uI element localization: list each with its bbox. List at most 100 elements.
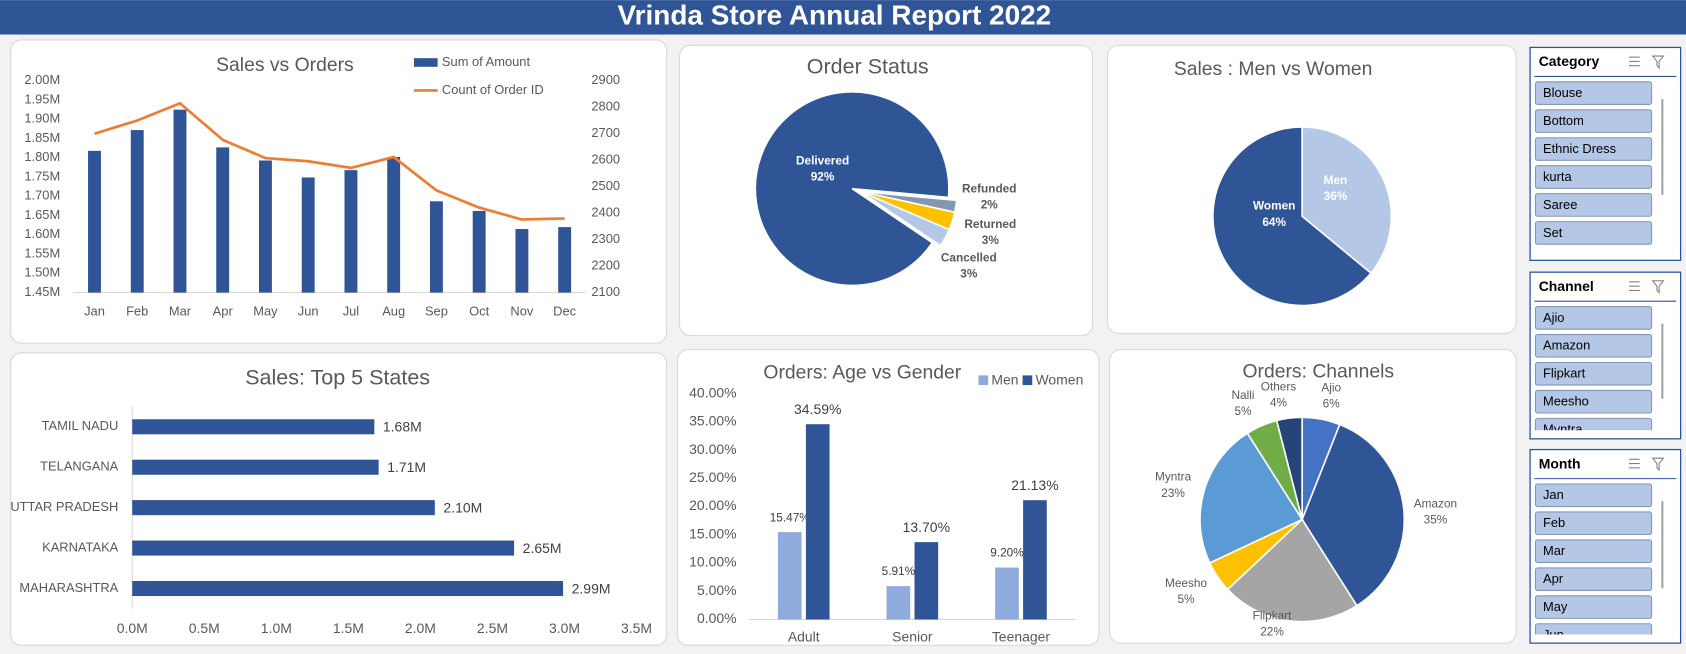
y-tick-label: MAHARASHTRA [19,580,118,595]
y-tick-label: 1.50M [24,265,60,280]
y-tick-label: 1.60M [24,226,60,241]
multi-select-button[interactable] [1629,56,1640,67]
slicer-item-label[interactable]: Apr [1543,571,1564,586]
slicer-item[interactable] [1534,623,1653,647]
x-tick-label: Teenager [992,628,1051,644]
legend-label: Men [991,371,1018,387]
y-tick-label: 20.00% [689,497,736,513]
y-tick-label: 2.00M [24,72,60,87]
y-tick-label: 1.95M [24,91,60,106]
slicer-item[interactable] [1534,81,1653,105]
bar [558,227,572,293]
multi-select-button[interactable] [1629,458,1640,469]
slice-label: Cancelled [941,250,997,264]
x-tick-label: May [253,303,278,318]
slicer-scrollbar[interactable] [1661,501,1664,589]
slicer-item[interactable] [1534,511,1653,536]
slice-value-label: 6% [1323,397,1341,411]
slicer-item[interactable] [1534,389,1653,414]
x-tick-label: Adult [788,628,820,644]
slicer-item[interactable] [1534,109,1653,133]
slicer-item-label[interactable]: Flipkart [1543,366,1586,381]
bar [886,586,911,620]
slicer-item[interactable] [1534,333,1653,358]
chart-panel [10,39,668,344]
slicer-scrollbar[interactable] [1661,99,1664,195]
y-tick-label: TAMIL NADU [42,418,119,433]
slice-label: Amazon [1414,497,1457,511]
pie-slice [1301,423,1406,607]
value-label: 5.91% [882,564,916,578]
slicer-item-label[interactable]: Ethnic Dress [1543,141,1616,156]
slicer-item[interactable] [1534,595,1653,619]
bar [995,567,1019,620]
chart-title: Order Status [807,55,929,79]
slicer-item[interactable] [1534,539,1653,564]
slicer-item-label[interactable]: Jun [1543,627,1564,642]
slice-value-label: 4% [1270,395,1288,409]
y-tick-label: 35.00% [689,413,736,429]
slice-value-label: 35% [1424,513,1448,527]
value-label: 2.99M [572,580,611,596]
slicer-item[interactable] [1534,221,1653,245]
x-tick-label: Mar [169,303,192,318]
slicer-item[interactable] [1534,417,1653,441]
y-tick-label: 5.00% [697,582,737,598]
slicer-item-label[interactable]: Bottom [1543,113,1584,128]
y-tick-label: 0.00% [697,610,737,626]
slicer-item[interactable] [1534,483,1653,508]
legend-label: Count of Order ID [442,82,544,97]
slicer-item-label[interactable]: Set [1543,225,1563,240]
y-tick-label: 10.00% [689,554,736,570]
clear-filter-button[interactable] [1651,457,1665,472]
bar [472,210,486,293]
chart-title: Orders: Channels [1242,360,1394,382]
slice-label: Delivered [796,154,849,168]
slicer-item[interactable] [1534,361,1653,386]
y2-tick-label: 2700 [591,125,620,140]
clear-filter-button[interactable] [1651,280,1665,294]
slicer-item-label[interactable]: Jan [1543,487,1564,502]
x-tick-label: Dec [553,303,576,318]
slicer-item-label[interactable]: Feb [1543,515,1565,530]
x-tick-label: 2.5M [477,620,508,636]
slicer-item-label[interactable]: Myntra [1543,422,1583,437]
slicer-item-label[interactable]: May [1543,599,1568,614]
chart-title: Sales: Top 5 States [245,365,430,389]
icon-stroke [1651,55,1665,70]
y-tick-label: 1.80M [24,149,60,164]
slicer-item-label[interactable]: Ajio [1543,310,1565,325]
slice-value-label: 5% [1177,592,1195,606]
slicer-item[interactable] [1534,193,1653,217]
bar [132,500,435,516]
x-tick-label: Jul [343,303,359,318]
slicer-item-label[interactable]: Blouse [1543,85,1582,100]
x-tick-label: 1.0M [261,620,292,636]
slicer-item[interactable] [1534,165,1653,189]
slice-label: Meesho [1165,576,1207,590]
slicer-item-label[interactable]: Saree [1543,197,1577,212]
slicer-item[interactable] [1534,306,1653,330]
slicer-item-label[interactable]: Mar [1543,543,1566,558]
slicer-item-label[interactable]: kurta [1543,169,1572,184]
x-tick-label: 3.5M [621,620,652,636]
slicer-items: Jan Feb Mar Apr May Jun [1534,483,1653,647]
x-tick-label: Sep [425,303,448,318]
y-tick-label: 15.00% [689,525,736,541]
slicer-item[interactable] [1534,567,1653,591]
x-tick-label: Feb [126,303,148,318]
slicer-item-label[interactable]: Amazon [1543,338,1590,353]
x-tick-label: Jun [298,303,319,318]
slice-value-label: 64% [1262,215,1286,229]
multi-select-button[interactable] [1629,281,1640,291]
y-tick-label: 40.00% [689,384,736,400]
clear-filter-button[interactable] [1651,55,1665,70]
bar [216,147,230,293]
y-tick-label: 1.45M [24,284,60,299]
x-tick-label: Senior [892,628,933,644]
slicer-scrollbar[interactable] [1661,323,1664,399]
slicer-item[interactable] [1534,137,1653,161]
slice-value-label: 22% [1260,624,1284,638]
slicer-item-label[interactable]: Meesho [1543,394,1589,409]
bar [130,130,144,293]
